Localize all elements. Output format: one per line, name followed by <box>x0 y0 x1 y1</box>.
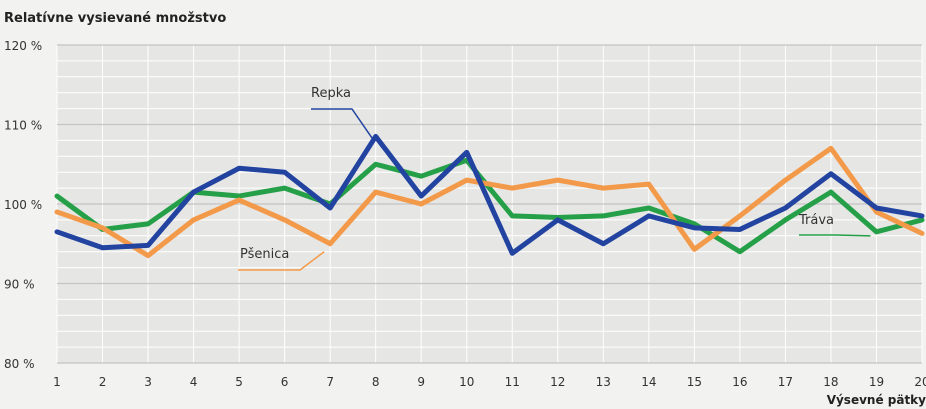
x-tick-label: 7 <box>326 375 334 389</box>
x-tick-label: 15 <box>687 375 702 389</box>
y-tick-label: 90 % <box>4 278 35 292</box>
y-tick-label: 120 % <box>4 39 42 53</box>
x-tick-labels: 1 2 3 4 5 6 7 8 9 10 11 12 13 14 15 16 17 18 19 20 <box>53 375 926 389</box>
x-tick-label: 2 <box>99 375 107 389</box>
repka-label: Repka <box>311 86 351 101</box>
repka-leader <box>311 108 375 141</box>
x-tick-label: 19 <box>869 375 884 389</box>
series-labels: Repka Pšenica Tráva <box>238 86 871 271</box>
x-tick-label: 3 <box>144 375 152 389</box>
psenica-leader <box>238 251 325 271</box>
y-axis-title: Relatívne vysievané množstvo <box>4 11 226 26</box>
grid <box>56 44 923 364</box>
psenica-label: Pšenica <box>240 247 289 262</box>
x-tick-label: 18 <box>823 375 838 389</box>
x-tick-label: 14 <box>641 375 656 389</box>
x-tick-label: 6 <box>281 375 289 389</box>
psenica-line <box>54 145 925 259</box>
x-tick-label: 12 <box>550 375 565 389</box>
x-tick-label: 9 <box>417 375 425 389</box>
x-axis-title: Výsevné pätky <box>827 393 926 407</box>
trava-leader <box>799 234 871 237</box>
x-tick-label: 5 <box>235 375 243 389</box>
x-tick-label: 1 <box>53 375 61 389</box>
x-tick-label: 8 <box>372 375 380 389</box>
x-tick-label: 4 <box>190 375 198 389</box>
x-tick-label: 11 <box>505 375 520 389</box>
y-tick-labels: 80 % 90 % 100 % 110 % 120 % <box>4 39 42 371</box>
x-tick-label: 20 <box>914 375 926 389</box>
y-tick-label: 110 % <box>4 119 42 133</box>
repka-line <box>54 133 925 256</box>
series-lines <box>54 133 925 259</box>
x-tick-label: 10 <box>459 375 474 389</box>
trava-label: Tráva <box>798 213 834 228</box>
x-tick-label: 16 <box>732 375 747 389</box>
y-tick-label: 100 % <box>4 198 42 212</box>
trava-line <box>54 157 925 255</box>
y-tick-label: 80 % <box>4 357 35 371</box>
x-tick-label: 17 <box>778 375 793 389</box>
x-tick-label: 13 <box>596 375 611 389</box>
